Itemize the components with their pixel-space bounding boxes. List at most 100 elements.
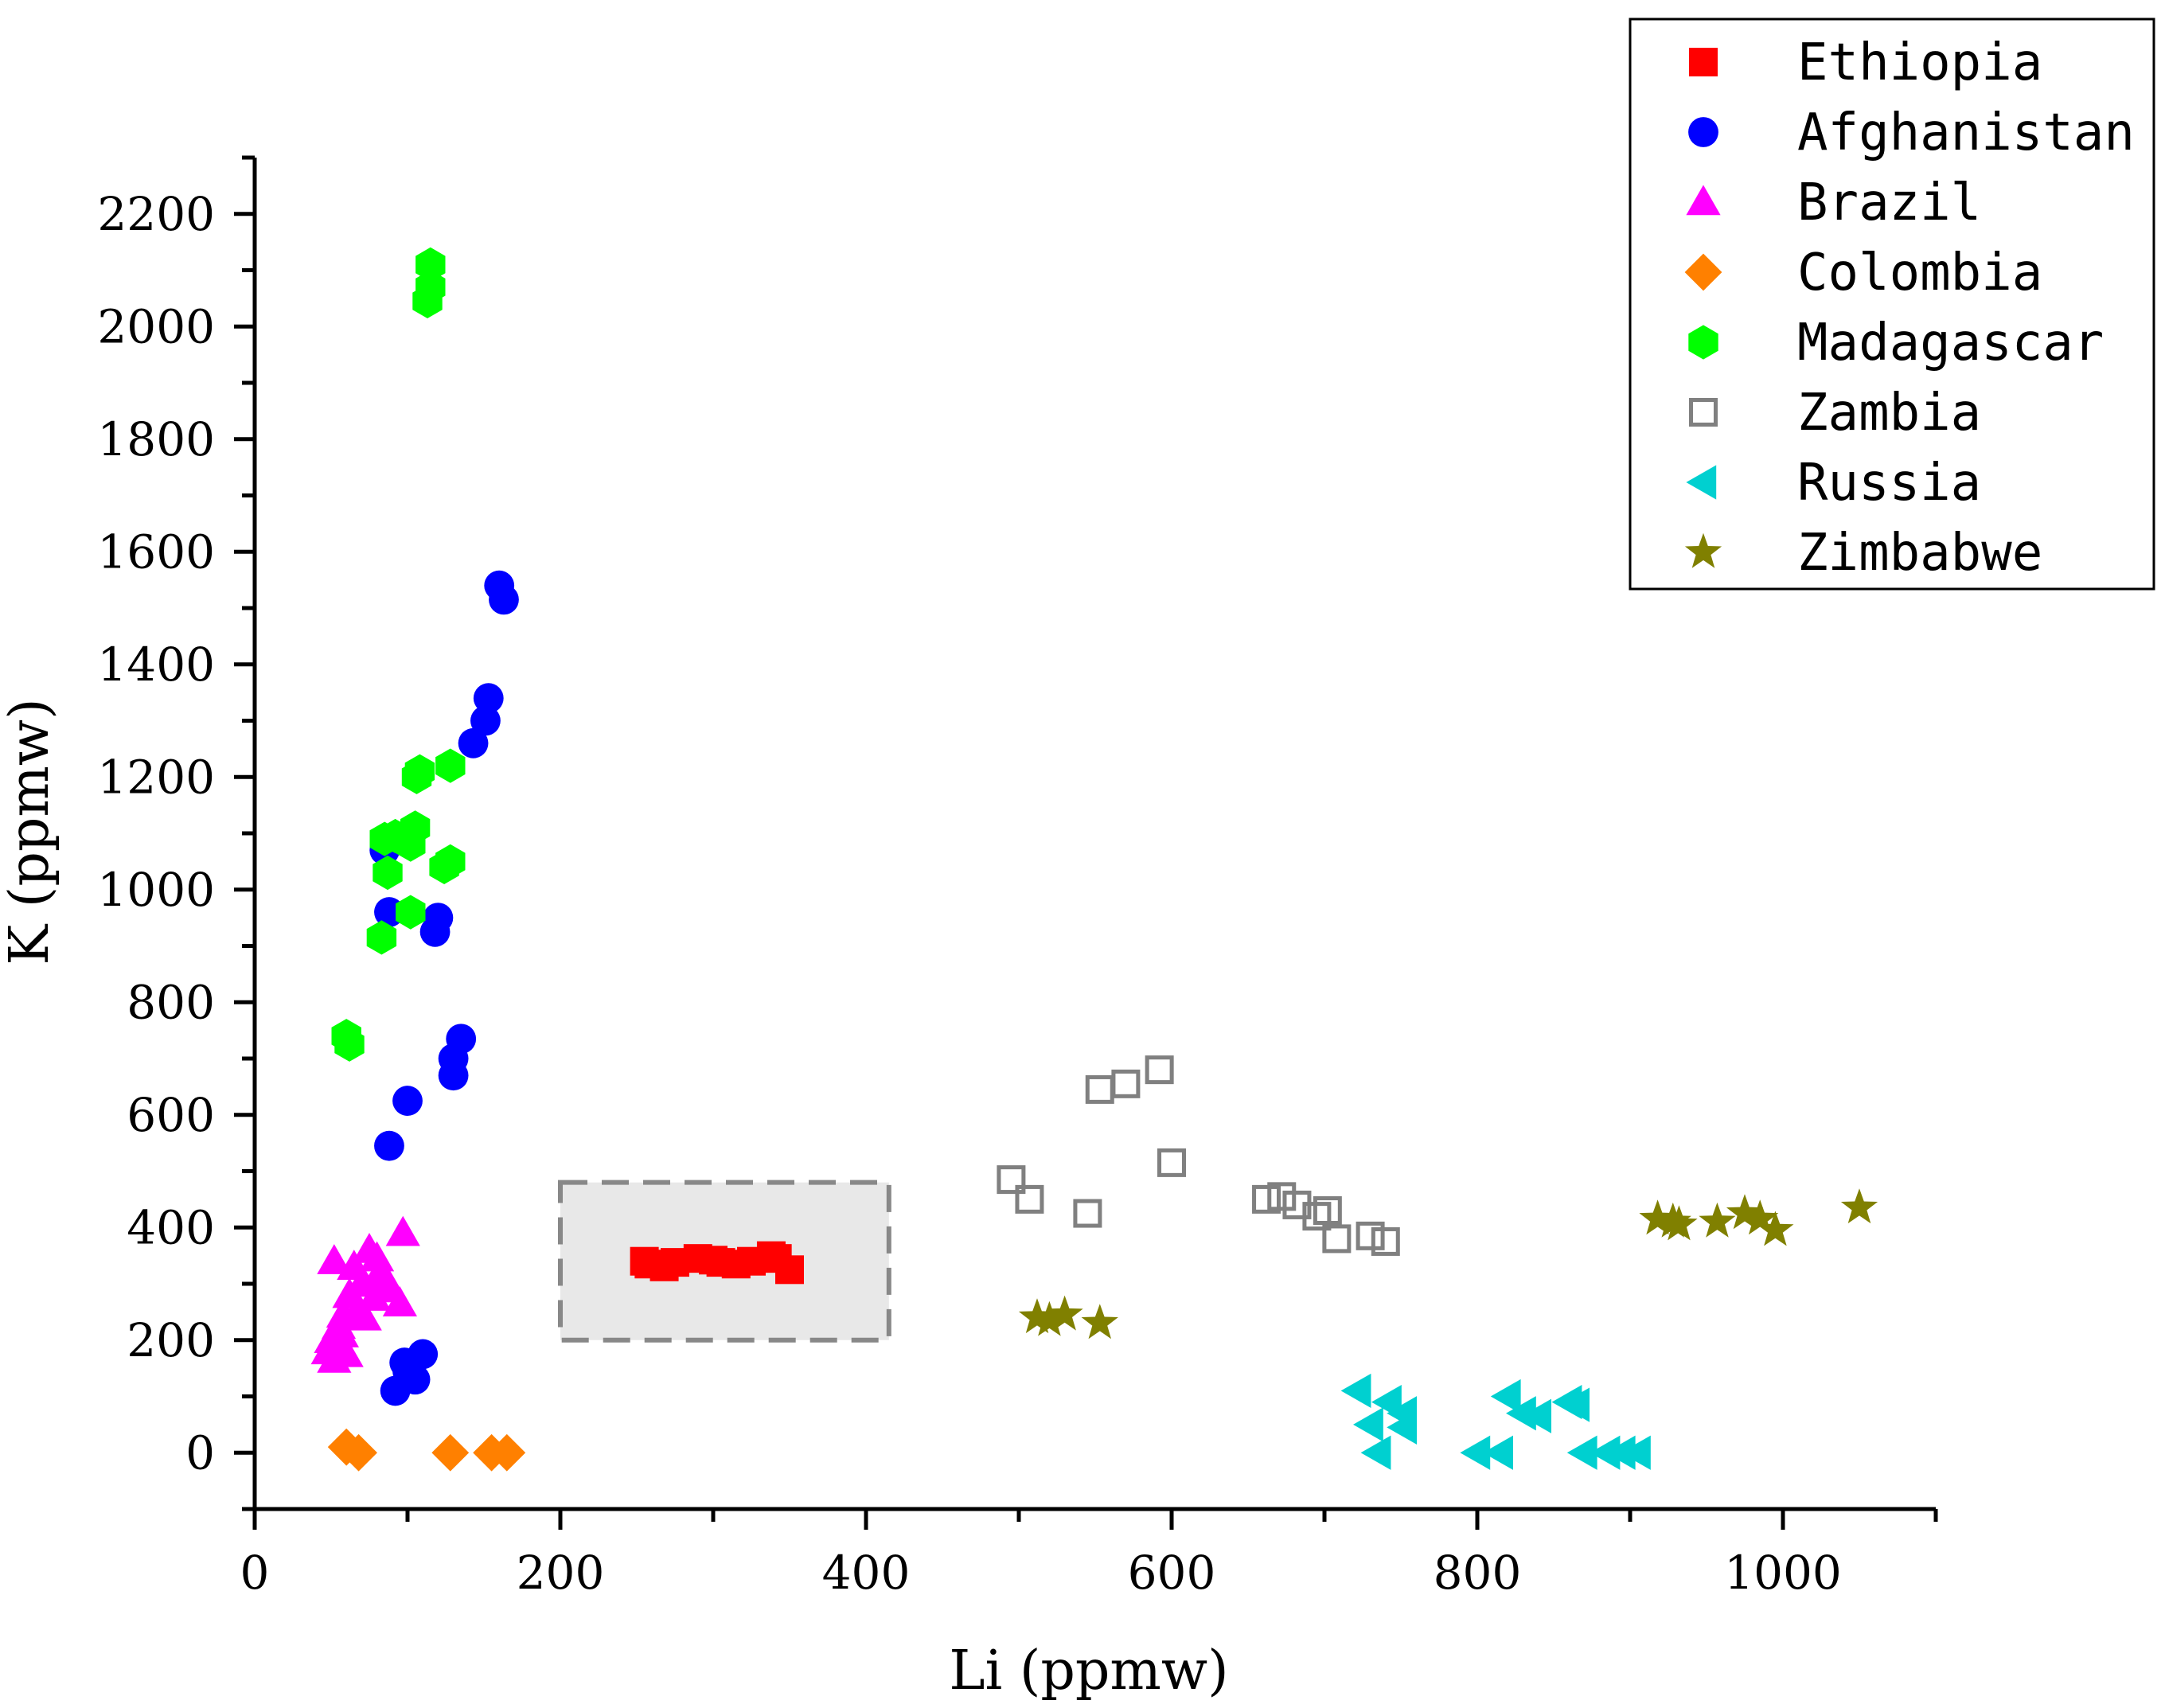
data-point — [1313, 1196, 1342, 1226]
data-point — [389, 1347, 420, 1378]
data-point — [385, 1215, 420, 1246]
legend-item: Afghanistan — [1688, 103, 2135, 162]
legend-marker — [1684, 253, 1722, 291]
data-point — [438, 1060, 469, 1091]
data-point — [1726, 1194, 1764, 1230]
data-point — [329, 1336, 364, 1367]
data-point — [373, 855, 403, 891]
legend-label: Russia — [1797, 454, 1981, 513]
x-axis-label: Li (ppmw) — [949, 1640, 1228, 1702]
y-tick-label: 1200 — [97, 750, 215, 804]
data-point — [1566, 1435, 1597, 1470]
data-point — [1387, 1410, 1418, 1445]
x-tick-label: 800 — [1434, 1546, 1522, 1600]
data-point — [317, 1244, 352, 1274]
legend-marker — [1688, 325, 1718, 360]
y-axis-label: K (ppmw) — [0, 698, 61, 965]
series-russia — [1340, 1373, 1651, 1470]
data-point — [1073, 1199, 1102, 1228]
x-tick-label: 600 — [1128, 1546, 1216, 1600]
legend-label: Afghanistan — [1797, 103, 2135, 162]
data-point — [1081, 1304, 1118, 1339]
data-point — [1015, 1184, 1044, 1214]
y-tick-label: 400 — [127, 1200, 215, 1254]
legend-marker — [1689, 48, 1718, 76]
legend-item: Colombia — [1684, 244, 2042, 302]
data-point — [775, 1255, 804, 1285]
legend-label: Ethiopia — [1797, 33, 2042, 92]
legend-marker — [1686, 185, 1721, 216]
data-point — [997, 1165, 1026, 1195]
series-zambia — [997, 1055, 1400, 1256]
legend-marker — [1689, 397, 1718, 427]
series-brazil — [310, 1215, 420, 1373]
data-point — [488, 1433, 526, 1472]
data-point — [396, 895, 426, 930]
data-point — [489, 584, 519, 615]
x-tick-label: 200 — [517, 1546, 605, 1600]
series-madagascar — [331, 247, 466, 1062]
data-point — [706, 1248, 735, 1277]
data-point — [380, 818, 411, 854]
data-point — [419, 916, 451, 947]
data-point — [429, 849, 459, 884]
data-point — [334, 1027, 365, 1062]
data-point — [1590, 1435, 1621, 1470]
data-point — [372, 1272, 407, 1303]
data-point — [1490, 1378, 1521, 1414]
legend-item: Zimbabwe — [1684, 524, 2042, 583]
data-point — [401, 759, 432, 794]
data-point — [1699, 1202, 1736, 1238]
legend-label: Zambia — [1797, 384, 1981, 443]
data-point — [1031, 1300, 1068, 1336]
data-point — [1521, 1398, 1551, 1433]
data-point — [392, 1086, 423, 1116]
y-tick-label: 1400 — [97, 638, 215, 692]
y-tick-label: 1000 — [97, 863, 215, 917]
series-zimbabwe — [1018, 1188, 1878, 1339]
data-point — [374, 1130, 404, 1161]
data-point — [1460, 1435, 1491, 1470]
data-point — [1145, 1055, 1174, 1085]
legend-item: Ethiopia — [1689, 33, 2042, 92]
data-point — [1360, 1435, 1391, 1470]
data-point — [380, 1375, 411, 1406]
legend-marker — [1688, 117, 1718, 147]
data-point — [1046, 1295, 1083, 1331]
y-tick-label: 2200 — [97, 187, 215, 241]
data-point — [1353, 1407, 1383, 1442]
legend-label: Colombia — [1797, 244, 2042, 302]
legend-label: Brazil — [1797, 174, 1981, 232]
data-point — [1559, 1387, 1590, 1422]
legend-item: Zambia — [1689, 384, 1981, 443]
legend-label: Madagascar — [1797, 314, 2104, 372]
data-point — [340, 1433, 377, 1472]
y-tick-label: 0 — [185, 1425, 215, 1480]
legend-box — [1629, 18, 2155, 591]
data-point — [1742, 1199, 1779, 1235]
series-ethiopia — [630, 1241, 804, 1285]
data-point — [634, 1250, 664, 1279]
series-afghanistan — [369, 570, 519, 1406]
legend-marker — [1686, 465, 1717, 500]
data-point — [1483, 1435, 1513, 1470]
data-point — [1267, 1182, 1297, 1211]
data-point — [458, 727, 489, 758]
legend-item: Madagascar — [1688, 314, 2104, 372]
data-point — [324, 1317, 360, 1347]
y-tick-label: 200 — [127, 1313, 215, 1367]
data-point — [1840, 1188, 1878, 1224]
data-point — [431, 1433, 470, 1472]
data-point — [1605, 1435, 1636, 1470]
data-point — [1371, 1226, 1400, 1256]
data-point — [415, 247, 446, 282]
x-tick-label: 1000 — [1724, 1546, 1842, 1600]
data-point — [1757, 1211, 1794, 1246]
data-point — [1660, 1205, 1698, 1241]
data-point — [473, 683, 504, 714]
y-tick-label: 1800 — [97, 412, 215, 466]
series-colombia — [327, 1428, 526, 1472]
legend-item: Brazil — [1686, 174, 1981, 232]
